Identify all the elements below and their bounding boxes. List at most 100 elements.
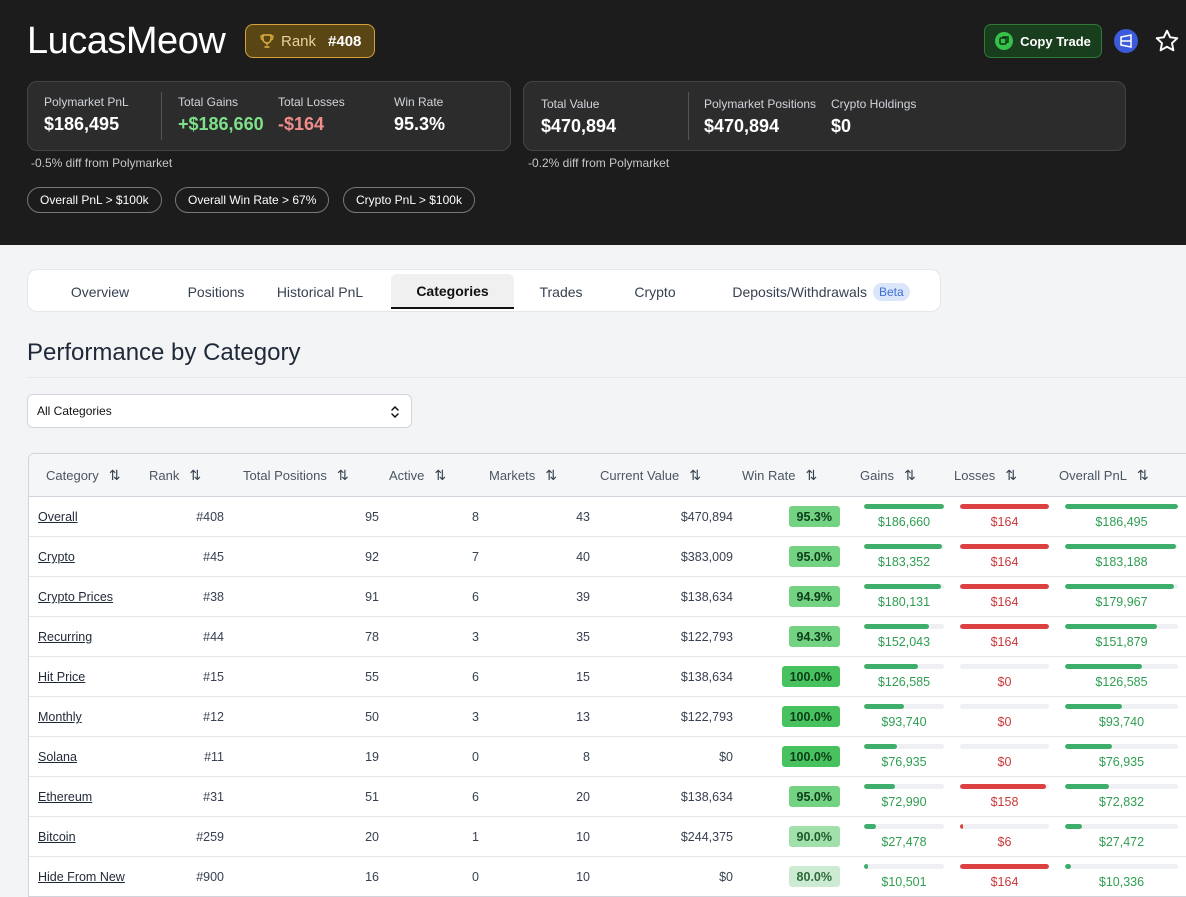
overall-pnl-cell: $151,879 <box>1065 617 1178 657</box>
sort-icon[interactable]: ⇅ <box>189 467 202 483</box>
divider <box>688 92 689 140</box>
column-header[interactable]: Active ⇅ <box>389 454 446 497</box>
category-filter-select[interactable]: All Categories <box>27 394 412 428</box>
total-positions-cell: 16 <box>239 857 379 896</box>
category-link[interactable]: Hide From New <box>38 870 125 884</box>
tab-label: Historical PnL <box>276 283 364 300</box>
losses-cell: $164 <box>960 497 1049 537</box>
polymarket-pnl-stat: Polymarket PnL $186,495 <box>44 95 129 135</box>
overall-pnl-cell: $93,740 <box>1065 697 1178 737</box>
category-link[interactable]: Bitcoin <box>38 830 76 844</box>
cell-value: #15 <box>203 670 224 684</box>
rank-cell: #408 <box>146 497 224 537</box>
tab-positions[interactable]: Positions <box>158 274 274 309</box>
category-link[interactable]: Recurring <box>38 630 93 644</box>
category-link[interactable]: Monthly <box>38 710 82 724</box>
total-positions-cell: 91 <box>239 577 379 617</box>
copy-trade-button[interactable]: Copy Trade <box>984 24 1102 58</box>
overall-pnl-value: $27,472 <box>1098 835 1145 849</box>
column-header-label: Markets <box>489 468 536 483</box>
polymarket-icon[interactable] <box>1114 29 1138 53</box>
losses-bar-track <box>960 584 1049 589</box>
column-header-label: Rank <box>149 468 180 483</box>
overall-pnl-bar-fill <box>1065 864 1071 869</box>
tab-categories[interactable]: Categories <box>391 274 514 309</box>
losses-value: $0 <box>997 715 1012 729</box>
sort-icon[interactable]: ⇅ <box>108 467 121 483</box>
tab-crypto[interactable]: Crypto <box>608 274 702 309</box>
current-value-cell: $0 <box>599 857 733 896</box>
overall-pnl-bar-track <box>1065 744 1178 749</box>
sort-icon[interactable]: ⇅ <box>903 467 916 483</box>
cell-value: $244,375 <box>680 830 733 844</box>
cell-value: $122,793 <box>680 630 733 644</box>
column-header[interactable]: Markets ⇅ <box>489 454 557 497</box>
category-link[interactable]: Overall <box>38 510 78 524</box>
cell-value: #900 <box>196 870 224 884</box>
gains-bar-track <box>864 744 944 749</box>
win-rate-stat: Win Rate 95.3% <box>394 95 445 135</box>
category-cell: Crypto <box>38 537 148 577</box>
username: LucasMeow <box>27 20 226 62</box>
chip-overall-pnl[interactable]: Overall PnL > $100k <box>27 187 162 213</box>
active-cell: 3 <box>389 697 479 737</box>
category-cell: Overall <box>38 497 148 537</box>
active-cell: 8 <box>389 497 479 537</box>
gains-bar-track <box>864 584 944 589</box>
tab-trades[interactable]: Trades <box>514 274 608 309</box>
sort-icon[interactable]: ⇅ <box>805 467 818 483</box>
category-link[interactable]: Crypto Prices <box>38 590 114 604</box>
category-link[interactable]: Crypto <box>38 550 75 564</box>
column-header[interactable]: Losses ⇅ <box>954 454 1017 497</box>
markets-cell: 15 <box>489 657 590 697</box>
tab-deposits-withdrawals[interactable]: Deposits/Withdrawals Beta <box>710 274 932 309</box>
total-positions-cell: 78 <box>239 617 379 657</box>
active-cell: 7 <box>389 537 479 577</box>
stat-value: $470,894 <box>541 116 617 136</box>
sort-icon[interactable]: ⇅ <box>1005 467 1017 483</box>
column-header[interactable]: Rank ⇅ <box>149 454 201 497</box>
gains-cell: $93,740 <box>864 697 944 737</box>
chip-overall-win-rate[interactable]: Overall Win Rate > 67% <box>175 187 330 213</box>
column-header[interactable]: Total Positions ⇅ <box>243 454 349 497</box>
star-icon[interactable] <box>1154 28 1180 54</box>
stat-value: $186,495 <box>44 114 120 134</box>
column-header[interactable]: Current Value ⇅ <box>600 454 701 497</box>
category-link[interactable]: Hit Price <box>38 670 86 684</box>
tab-historical-pnl[interactable]: Historical PnL <box>264 274 376 309</box>
category-link[interactable]: Ethereum <box>38 790 93 804</box>
column-header[interactable]: Win Rate ⇅ <box>742 454 817 497</box>
cell-value: 1 <box>472 830 479 844</box>
cell-value: $383,009 <box>680 550 733 564</box>
column-header[interactable]: Overall PnL ⇅ <box>1059 454 1149 497</box>
win-rate-badge: 80.0% <box>788 866 840 887</box>
tab-overview[interactable]: Overview <box>42 274 158 309</box>
cell-value: #31 <box>203 790 224 804</box>
losses-bar-fill <box>960 584 1049 589</box>
sort-icon[interactable]: ⇅ <box>434 467 447 483</box>
overall-pnl-value: $10,336 <box>1098 875 1145 889</box>
gains-value: $126,585 <box>877 675 931 689</box>
stat-label: Total Losses <box>278 95 345 109</box>
table-row: Ethereum #31 51 6 20 $138,634 95.0% $72,990 $158… <box>29 777 1186 817</box>
overall-pnl-bar-fill <box>1065 544 1176 549</box>
rank-cell: #900 <box>146 857 224 896</box>
category-link[interactable]: Solana <box>38 750 77 764</box>
overall-pnl-value: $126,585 <box>1095 675 1148 689</box>
losses-value: $164 <box>990 875 1019 889</box>
chip-crypto-pnl[interactable]: Crypto PnL > $100k <box>343 187 475 213</box>
column-header[interactable]: Gains ⇅ <box>860 454 916 497</box>
overall-pnl-bar-track <box>1065 584 1178 589</box>
sort-icon[interactable]: ⇅ <box>689 467 701 483</box>
table-row: Monthly #12 50 3 13 $122,793 100.0% $93,740 $0 $9… <box>29 697 1186 737</box>
gains-value: $76,935 <box>881 755 927 769</box>
sort-icon[interactable]: ⇅ <box>336 467 349 483</box>
gains-value: $27,478 <box>881 835 927 849</box>
rank-label: Rank <box>281 32 317 50</box>
sort-icon[interactable]: ⇅ <box>1136 467 1149 483</box>
column-header[interactable]: Category ⇅ <box>46 454 120 497</box>
gains-bar-fill <box>864 784 895 789</box>
total-positions-cell: 51 <box>239 777 379 817</box>
overall-pnl-cell: $183,188 <box>1065 537 1178 577</box>
sort-icon[interactable]: ⇅ <box>545 467 557 483</box>
